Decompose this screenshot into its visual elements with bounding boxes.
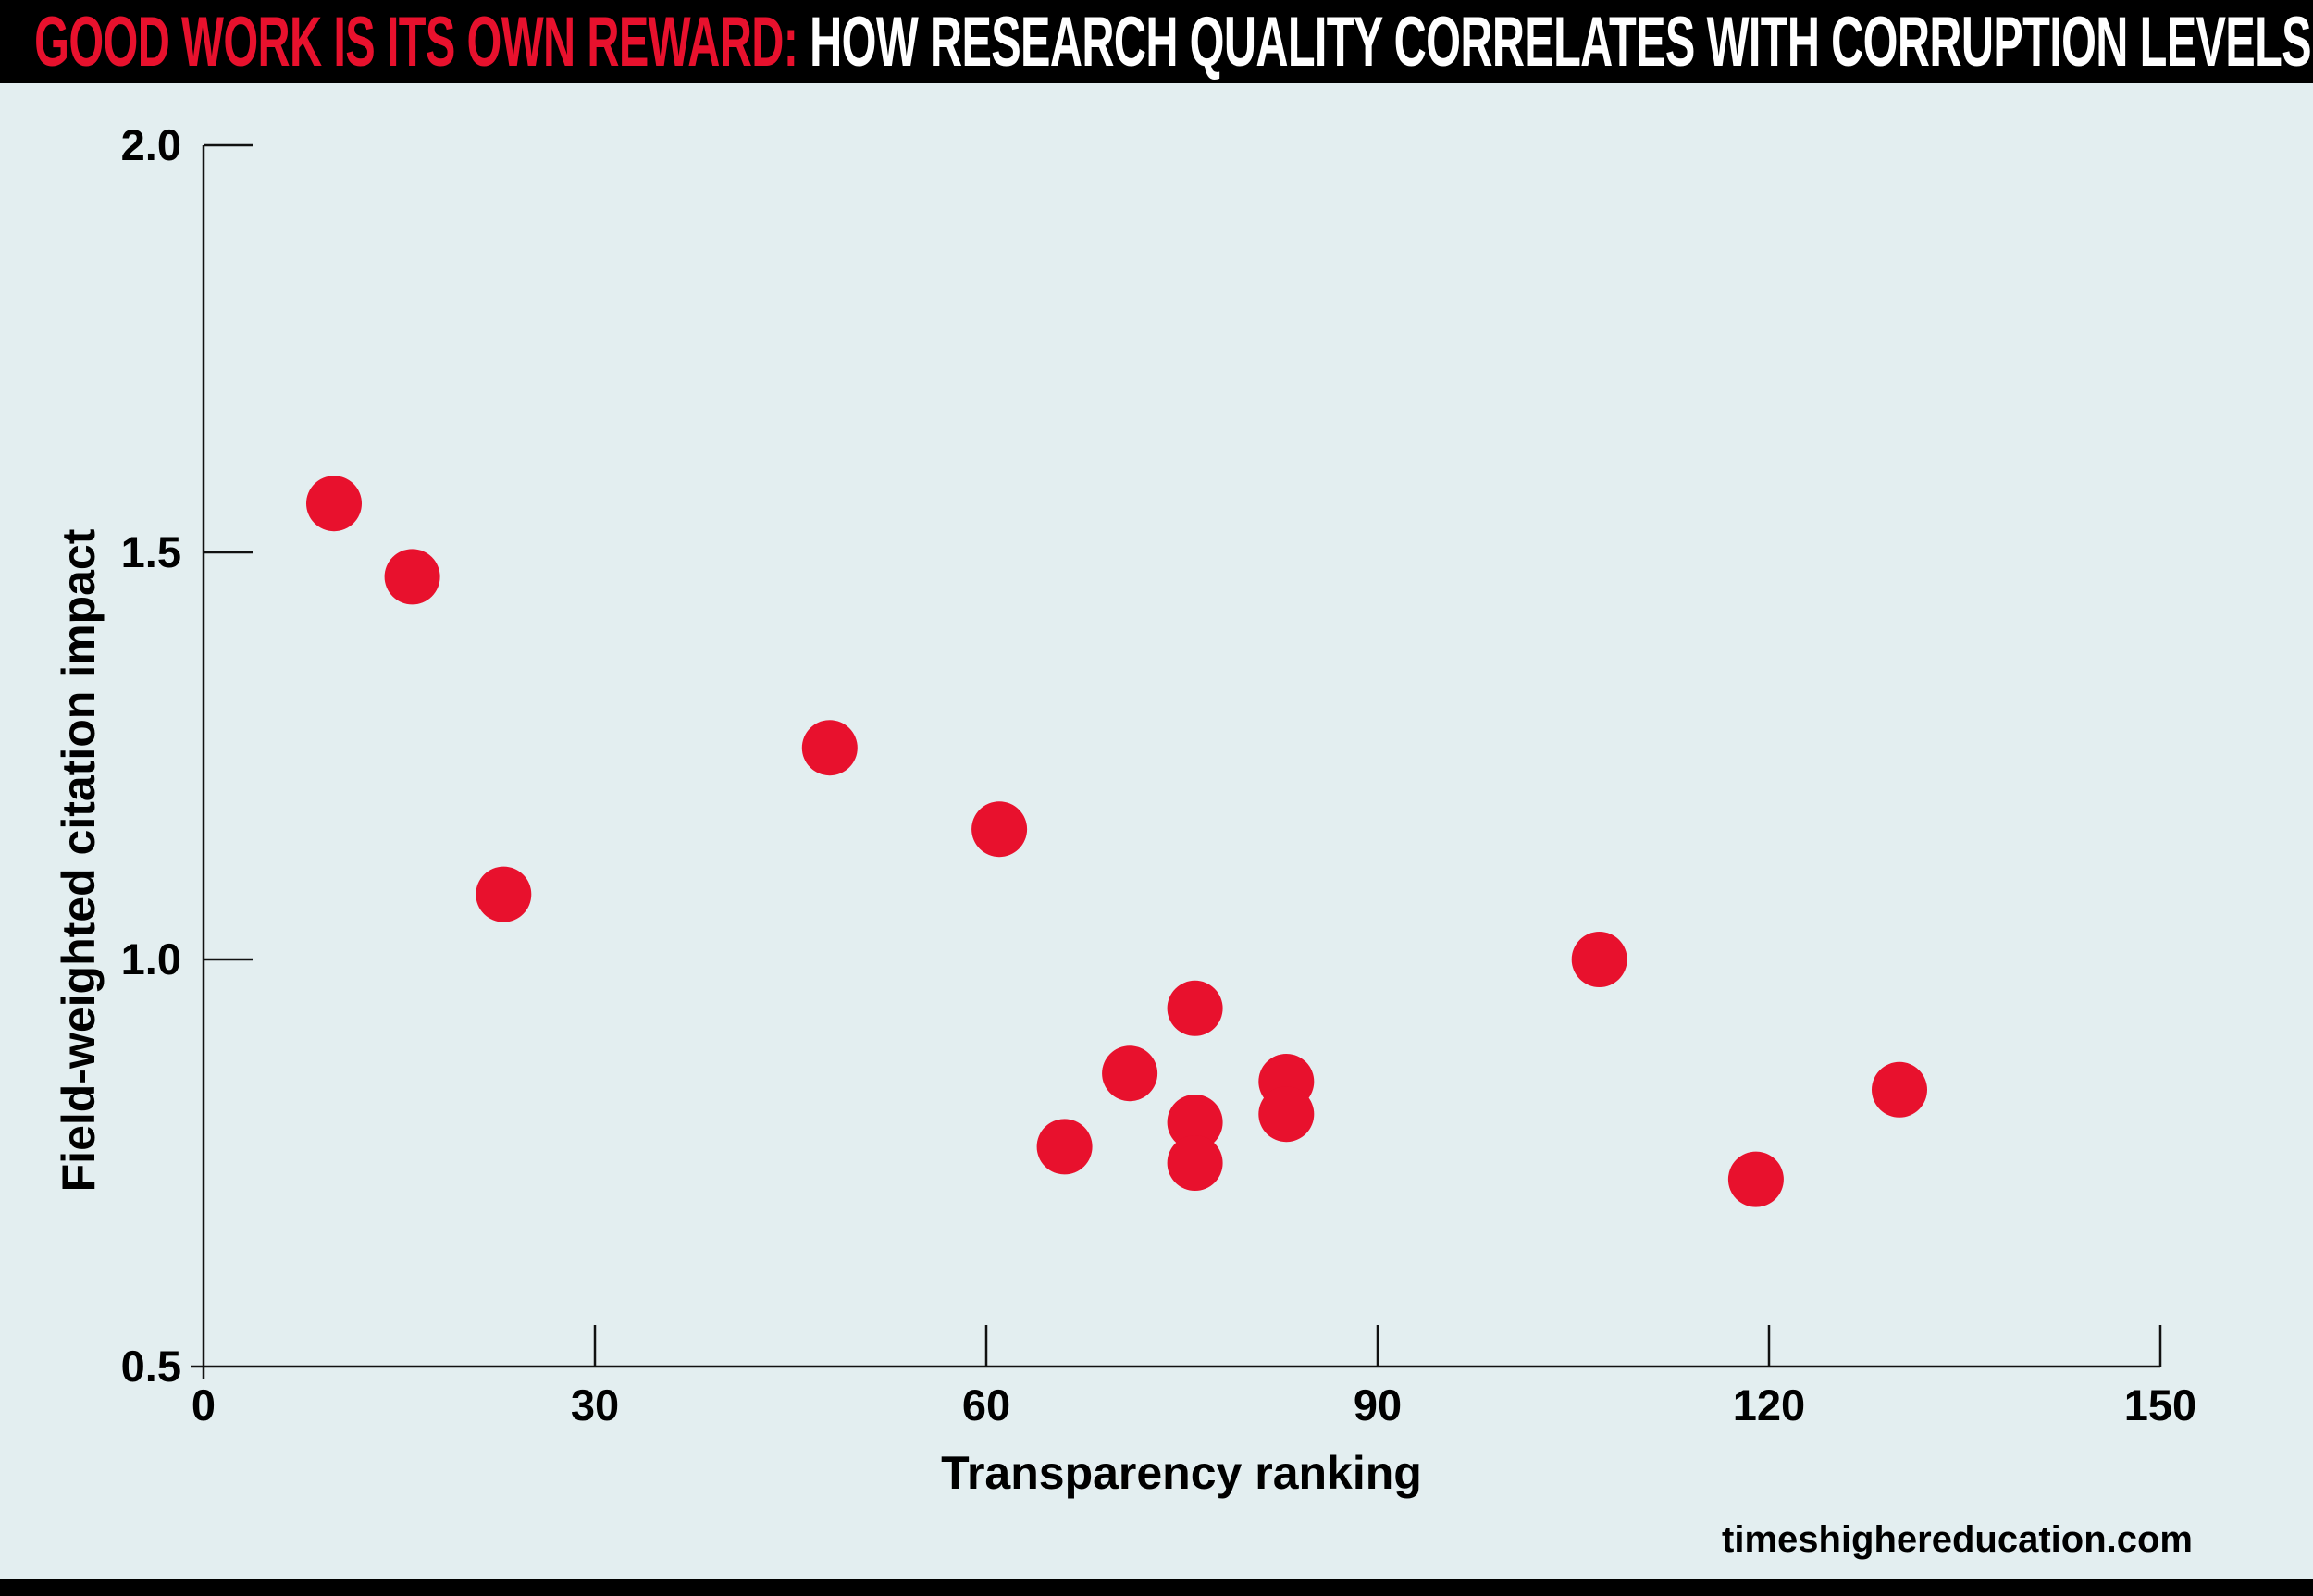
source-credit: timeshighereducation.com xyxy=(1722,1519,2193,1560)
title-bar: GOOD WORK IS ITS OWN REWARD: HOW RESEARC… xyxy=(0,0,2313,83)
data-point xyxy=(384,549,440,605)
x-tick-label: 90 xyxy=(1354,1380,1402,1429)
bottom-bar xyxy=(0,1579,2313,1596)
data-point xyxy=(1102,1045,1158,1102)
data-point xyxy=(1571,932,1627,987)
y-tick-label: 2.0 xyxy=(121,120,181,169)
data-point xyxy=(306,476,362,532)
origin-tick xyxy=(191,1365,205,1379)
y-axis-title: Field-weighted citation impact xyxy=(53,528,105,1193)
page-title: GOOD WORK IS ITS OWN REWARD: HOW RESEARC… xyxy=(0,2,2311,82)
data-point xyxy=(1258,1086,1315,1143)
data-point xyxy=(1167,980,1223,1036)
x-axis-title: Transparency ranking xyxy=(941,1447,1422,1499)
data-point xyxy=(1036,1119,1093,1175)
data-point xyxy=(1167,1135,1223,1191)
data-point xyxy=(971,801,1028,858)
x-tick-label: 60 xyxy=(962,1380,1010,1429)
x-tick-label: 30 xyxy=(571,1380,619,1429)
x-tick-label: 150 xyxy=(2124,1380,2196,1429)
y-tick-label: 0.5 xyxy=(121,1342,181,1391)
data-point xyxy=(476,866,532,922)
title-highlight: GOOD WORK IS ITS OWN REWARD: xyxy=(34,2,798,81)
data-point xyxy=(1872,1061,1927,1118)
y-tick-label: 1.5 xyxy=(121,527,181,576)
data-point xyxy=(801,720,858,776)
x-tick-label: 0 xyxy=(192,1380,216,1429)
data-point xyxy=(1167,1095,1223,1150)
title-main: HOW RESEARCH QUALITY CORRELATES WITH COR… xyxy=(810,2,2311,81)
data-point xyxy=(1727,1151,1784,1207)
x-tick-label: 120 xyxy=(1733,1380,1805,1429)
y-tick-label: 1.0 xyxy=(121,934,181,984)
